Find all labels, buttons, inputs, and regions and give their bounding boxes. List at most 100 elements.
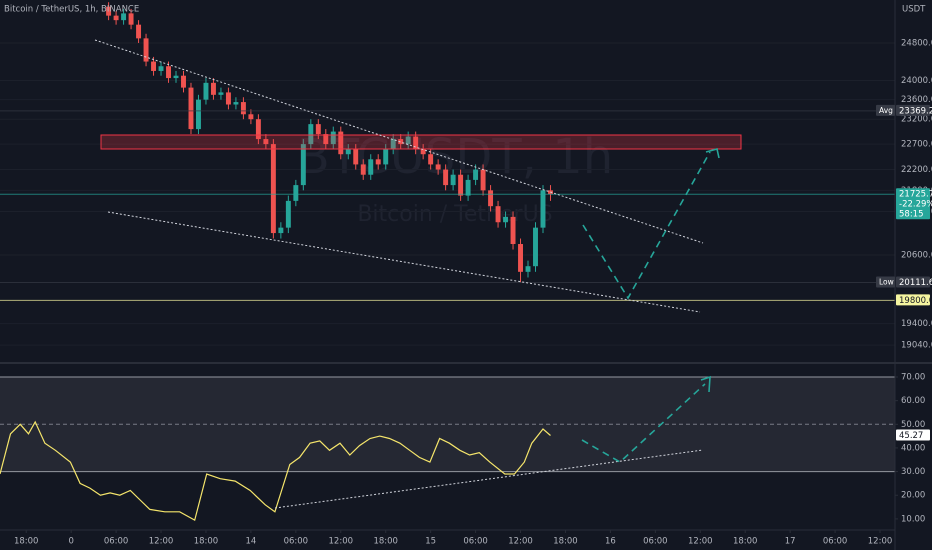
y-tick-label: 20.00 <box>901 491 925 501</box>
x-tick-label: 06:00 <box>823 537 848 547</box>
price-label-box <box>896 294 930 306</box>
y-tick-label: 10.00 <box>901 514 925 524</box>
rsi-line <box>0 420 551 521</box>
x-tick-label: 18:00 <box>194 537 219 547</box>
x-tick-label: 12:00 <box>149 537 174 547</box>
candle-body <box>428 154 434 165</box>
candle-body <box>278 227 284 234</box>
price-label: 20111.62 <box>899 278 932 288</box>
y-tick-label: 60.00 <box>901 396 925 406</box>
candle-body <box>383 149 389 165</box>
x-tick-label: 18:00 <box>373 537 398 547</box>
price-label-box <box>896 188 930 220</box>
price-label: 23369.29 <box>899 106 932 116</box>
price-label-box <box>896 104 930 116</box>
price-countdown: 58:15 <box>899 210 924 220</box>
price-name-box <box>876 276 895 288</box>
candle-body <box>330 131 336 145</box>
candle-body <box>173 75 179 79</box>
price-label: 19800.00 <box>899 296 932 306</box>
axis-label: USDT <box>902 5 926 15</box>
candle-body <box>345 149 351 155</box>
candle-body <box>218 92 224 95</box>
x-tick-label: 12:00 <box>508 537 533 547</box>
y-tick-label: 70.00 <box>901 373 925 383</box>
x-tick-label: 18:00 <box>553 537 578 547</box>
x-tick-label: 18:00 <box>733 537 758 547</box>
projection-arrow <box>700 375 711 393</box>
y-tick-label: 24800.00 <box>901 38 932 48</box>
candle-body <box>540 190 546 228</box>
projection-arrow <box>705 148 720 159</box>
candle-body <box>510 216 516 245</box>
candle-body <box>121 13 127 21</box>
candle-body <box>420 149 426 155</box>
candle-body <box>128 13 134 25</box>
candle-body <box>255 119 261 140</box>
y-tick-label: 19040.00 <box>901 341 932 351</box>
candle-body <box>375 159 381 165</box>
price-name-box <box>876 104 895 116</box>
x-tick-label: 06:00 <box>284 537 309 547</box>
candle-body <box>398 139 404 145</box>
trendline <box>94 39 704 244</box>
y-tick-label: 40.00 <box>901 443 925 453</box>
candle-body <box>113 15 119 21</box>
y-tick-label: 19400.00 <box>901 319 932 329</box>
candle-body <box>210 82 216 95</box>
price-pane <box>0 2 895 346</box>
candle-body <box>233 102 239 105</box>
y-tick-label: 50.00 <box>901 420 925 430</box>
candle-body <box>136 24 142 39</box>
candle-body <box>263 139 269 145</box>
candle-body <box>360 164 366 175</box>
candle-body <box>300 144 306 186</box>
y-tick-label: 30.00 <box>901 467 925 477</box>
candle-body <box>315 124 321 135</box>
x-tick-label: 06:00 <box>104 537 129 547</box>
candle-body <box>435 164 441 170</box>
candle-body <box>293 185 299 201</box>
x-tick-label: 0 <box>68 537 73 547</box>
candle-body <box>188 87 194 130</box>
resistance-zone <box>100 134 742 150</box>
candle-body <box>196 99 201 130</box>
candle-body <box>338 131 344 155</box>
value-label-box <box>896 429 930 441</box>
y-tick-label: 23200.00 <box>901 115 932 125</box>
candle-body <box>308 124 314 145</box>
candle-body <box>405 136 411 145</box>
value-label: 45.27 <box>899 431 923 441</box>
y-tick-label: 20600.00 <box>901 251 932 261</box>
watermark: Bitcoin / TetherUS <box>357 202 552 227</box>
candle-body <box>270 144 276 234</box>
candle-body <box>525 266 531 272</box>
y-tick-label: 24000.00 <box>901 76 932 86</box>
candle-body <box>465 179 471 196</box>
candle-body <box>106 6 112 16</box>
price-name: Low <box>879 277 894 286</box>
trendline <box>107 211 701 313</box>
price-change: -22.29% <box>899 200 932 210</box>
candle-body <box>443 169 449 186</box>
price-label: 21725.70 <box>899 190 932 200</box>
candle-body <box>203 82 209 100</box>
candle-body <box>518 244 523 272</box>
x-tick-label: 06:00 <box>463 537 488 547</box>
candle-body <box>248 114 254 120</box>
x-tick-label: 06:00 <box>643 537 668 547</box>
rsi-pane <box>0 376 895 521</box>
candle-body <box>413 136 419 150</box>
y-tick-label: 23600.00 <box>901 95 932 105</box>
x-tick-label: 14 <box>245 537 256 547</box>
candle-body <box>181 75 186 88</box>
candle-body <box>368 159 374 175</box>
x-tick-label: 18:00 <box>14 537 39 547</box>
candle-body <box>495 206 501 223</box>
candle-body <box>143 38 149 62</box>
candle-body <box>225 92 231 105</box>
candle-body <box>488 190 494 207</box>
candle-body <box>285 200 291 228</box>
